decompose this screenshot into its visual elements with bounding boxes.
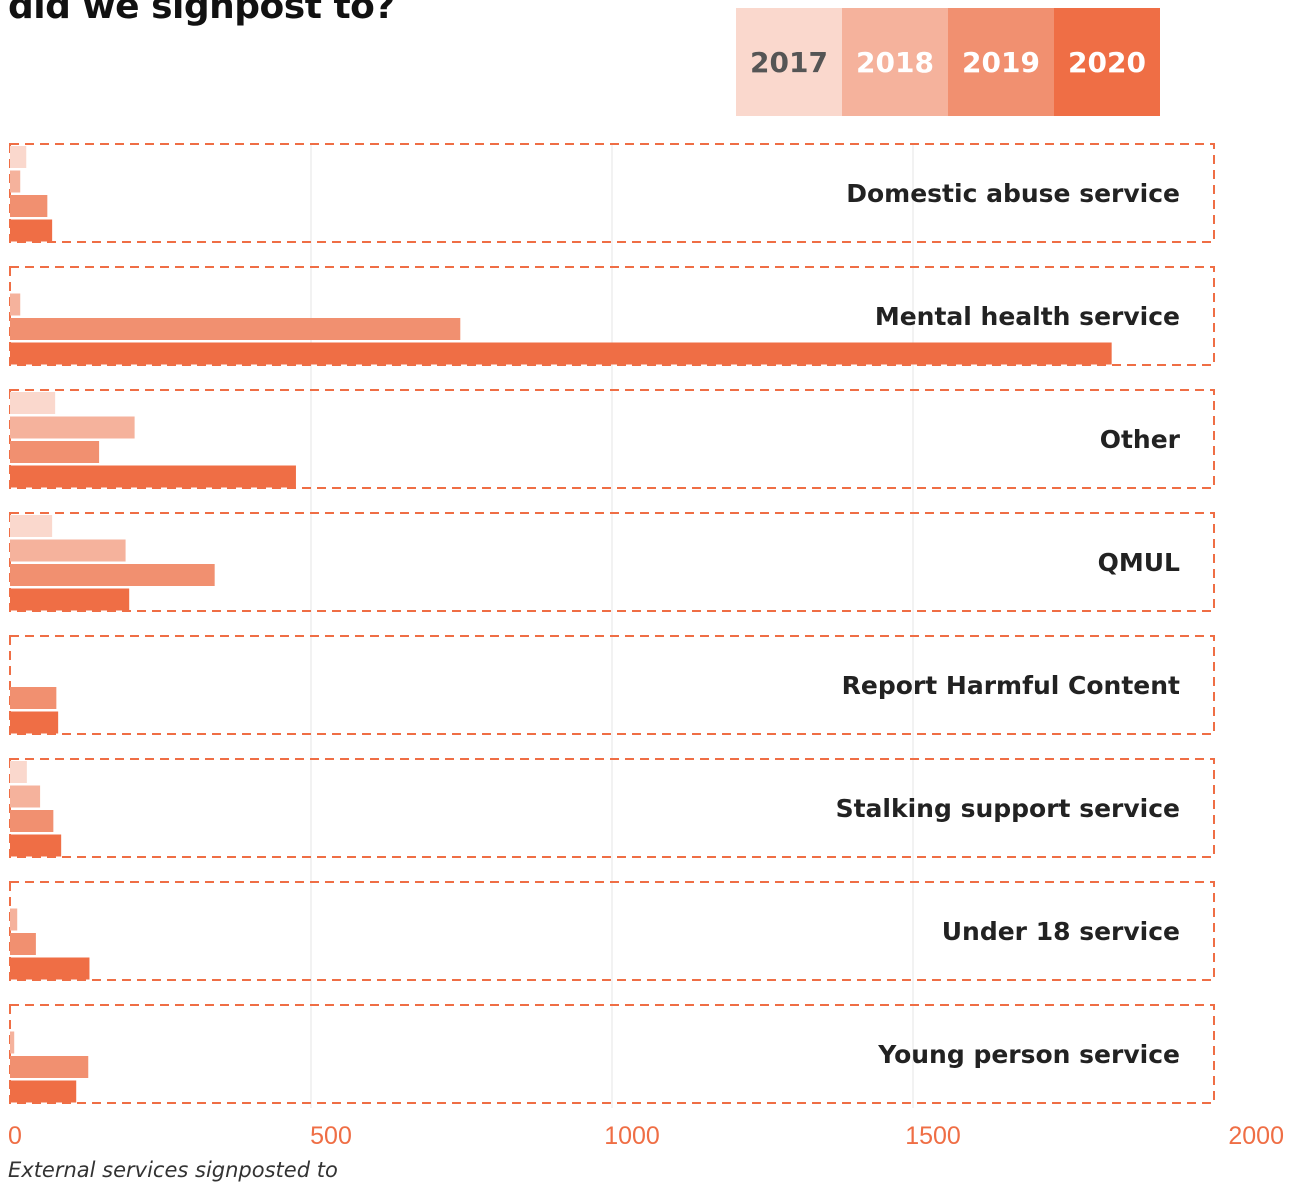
category-frame <box>9 758 1215 858</box>
bar-2018-2 <box>10 416 135 439</box>
bar-2020-5 <box>10 834 62 857</box>
x-tick-label: 2000 <box>1228 1122 1284 1150</box>
legend-item-2020: 2020 <box>1054 8 1160 116</box>
bar-2017-5 <box>10 761 27 783</box>
category-label: Young person service <box>877 1040 1180 1069</box>
bar-2018-5 <box>10 785 41 808</box>
bar-2020-6 <box>10 957 90 980</box>
bar-2019-5 <box>10 810 54 832</box>
bar-2019-4 <box>10 687 57 709</box>
bar-2020-3 <box>10 588 130 611</box>
bar-2018-0 <box>10 170 21 193</box>
category-frame <box>9 635 1215 735</box>
legend-item-2018: 2018 <box>842 8 948 116</box>
category-frame <box>9 266 1215 366</box>
category-frame <box>9 512 1215 612</box>
category-label: Stalking support service <box>836 794 1180 823</box>
bar-2017-0 <box>10 146 27 168</box>
chart-caption: External services signposted to <box>8 1158 338 1182</box>
bar-2019-2 <box>10 441 100 463</box>
bar-2020-0 <box>10 219 53 242</box>
category-frame <box>9 143 1215 243</box>
bar-2018-1 <box>10 293 21 316</box>
category-label: Under 18 service <box>942 917 1180 946</box>
x-tick-label: 0 <box>8 1122 22 1150</box>
bar-2017-3 <box>10 515 53 537</box>
category-label: Mental health service <box>875 302 1180 331</box>
chart-title: did we signpost to? <box>8 0 395 27</box>
legend-item-2019: 2019 <box>948 8 1054 116</box>
bar-2019-1 <box>10 318 461 340</box>
bar-2020-2 <box>10 465 296 488</box>
category-label: Other <box>1100 425 1181 454</box>
bar-2019-7 <box>10 1056 89 1078</box>
category-frame <box>9 881 1215 981</box>
bar-2017-2 <box>10 392 56 414</box>
bar-2020-4 <box>10 711 59 734</box>
x-tick-label: 1000 <box>604 1122 660 1150</box>
bar-2019-6 <box>10 933 36 955</box>
category-frame <box>9 389 1215 489</box>
bar-2018-3 <box>10 539 126 562</box>
bar-2019-0 <box>10 195 48 217</box>
bar-2018-6 <box>10 908 18 931</box>
category-label: Domestic abuse service <box>846 179 1180 208</box>
x-tick-label: 1500 <box>905 1122 961 1150</box>
bar-2018-7 <box>10 1031 15 1054</box>
bar-2020-1 <box>10 342 1112 365</box>
legend: 2017 2018 2019 2020 <box>736 8 1160 116</box>
legend-item-2017: 2017 <box>736 8 842 116</box>
bar-2019-3 <box>10 564 215 586</box>
category-frame <box>9 1004 1215 1104</box>
bar-2020-7 <box>10 1080 77 1103</box>
category-label: Report Harmful Content <box>842 671 1180 700</box>
x-tick-label: 500 <box>310 1122 352 1150</box>
category-label: QMUL <box>1098 548 1180 577</box>
